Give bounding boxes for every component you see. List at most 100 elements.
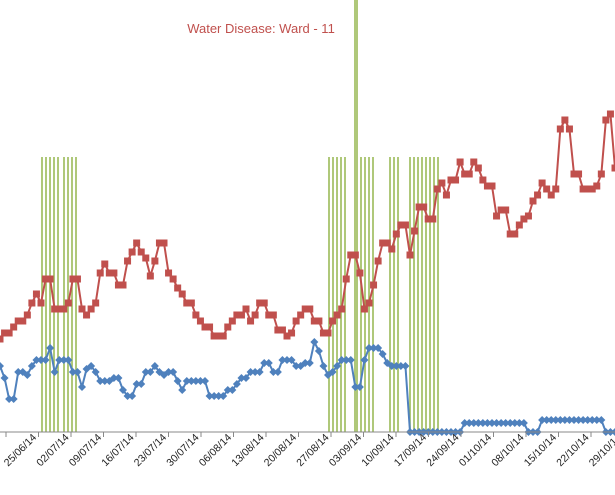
data-point xyxy=(401,221,409,229)
data-point xyxy=(401,362,410,370)
data-point xyxy=(392,362,401,370)
data-point xyxy=(109,374,118,382)
data-point xyxy=(242,305,250,313)
data-point xyxy=(87,305,95,313)
data-point xyxy=(442,191,450,199)
data-point xyxy=(96,377,105,385)
data-point xyxy=(5,395,14,403)
data-point xyxy=(370,281,378,289)
data-point xyxy=(146,368,155,376)
data-point xyxy=(9,395,18,403)
data-point xyxy=(387,362,396,370)
data-point xyxy=(565,125,573,133)
data-point xyxy=(447,176,455,184)
data-point xyxy=(228,317,236,325)
data-point xyxy=(73,275,81,283)
data-point xyxy=(183,299,191,307)
data-point xyxy=(55,305,63,313)
data-point xyxy=(506,230,514,238)
data-point xyxy=(228,386,237,394)
data-point xyxy=(570,170,578,178)
data-point xyxy=(78,383,86,391)
data-point xyxy=(14,317,22,325)
data-point xyxy=(415,203,423,211)
x-tick-label: 08/10/14 xyxy=(489,432,526,469)
data-point xyxy=(328,368,337,376)
x-tick-label: 10/09/14 xyxy=(359,432,396,469)
data-point xyxy=(269,311,277,319)
data-point xyxy=(278,326,286,334)
data-point xyxy=(506,419,515,427)
data-point xyxy=(397,221,405,229)
data-point xyxy=(433,185,441,193)
data-point xyxy=(201,377,209,385)
data-point xyxy=(383,239,391,247)
data-point xyxy=(301,359,310,367)
data-point xyxy=(592,416,601,424)
data-point xyxy=(59,356,68,364)
data-point xyxy=(260,359,269,367)
data-point xyxy=(338,305,346,313)
x-tick-label: 25/06/14 xyxy=(2,432,39,469)
series-lines xyxy=(0,110,615,436)
data-point xyxy=(206,323,214,331)
data-point xyxy=(164,368,173,376)
data-point xyxy=(579,185,587,193)
data-point xyxy=(264,359,273,367)
data-point xyxy=(19,317,27,325)
data-point xyxy=(501,419,510,427)
data-point xyxy=(547,191,555,199)
data-point xyxy=(219,332,227,340)
data-point xyxy=(128,392,137,400)
data-point xyxy=(479,176,487,184)
data-point xyxy=(333,311,341,319)
data-point xyxy=(411,227,419,235)
chart-title: Water Disease: Ward - 11 xyxy=(187,21,335,36)
data-point xyxy=(10,323,18,331)
data-point xyxy=(488,419,496,427)
data-point xyxy=(114,374,123,382)
data-point xyxy=(233,311,241,319)
data-point xyxy=(169,368,178,376)
data-point xyxy=(1,329,9,337)
data-point xyxy=(224,323,232,331)
data-point xyxy=(355,383,364,391)
data-point xyxy=(160,239,168,247)
data-point xyxy=(538,179,546,187)
data-point xyxy=(42,275,50,283)
x-tick-label: 24/09/14 xyxy=(424,432,461,469)
data-point xyxy=(210,332,218,340)
data-point xyxy=(141,368,150,376)
data-point xyxy=(287,356,296,364)
data-point xyxy=(133,239,141,247)
data-point xyxy=(68,368,77,376)
x-tick-label: 27/08/14 xyxy=(294,432,331,469)
data-point xyxy=(246,368,255,376)
data-point xyxy=(579,416,588,424)
data-point xyxy=(137,380,146,388)
data-point xyxy=(242,374,250,382)
data-point xyxy=(497,419,506,427)
data-point xyxy=(356,269,364,277)
data-point xyxy=(534,191,542,199)
data-point xyxy=(497,206,505,214)
data-point xyxy=(182,377,191,385)
data-point xyxy=(360,305,368,313)
data-point xyxy=(119,386,127,394)
data-point xyxy=(584,185,592,193)
data-point xyxy=(565,416,574,424)
data-point xyxy=(520,215,528,223)
data-point xyxy=(406,251,414,259)
data-point xyxy=(137,248,145,256)
x-tick-label: 13/08/14 xyxy=(229,432,266,469)
data-point xyxy=(0,362,4,370)
x-tick-label: 17/09/14 xyxy=(392,432,429,469)
data-point xyxy=(365,299,373,307)
data-point xyxy=(593,182,601,190)
data-point xyxy=(365,344,373,352)
data-point xyxy=(142,254,150,262)
data-point xyxy=(319,362,328,370)
data-point xyxy=(351,251,359,259)
data-point xyxy=(388,245,396,253)
data-point xyxy=(173,377,182,385)
